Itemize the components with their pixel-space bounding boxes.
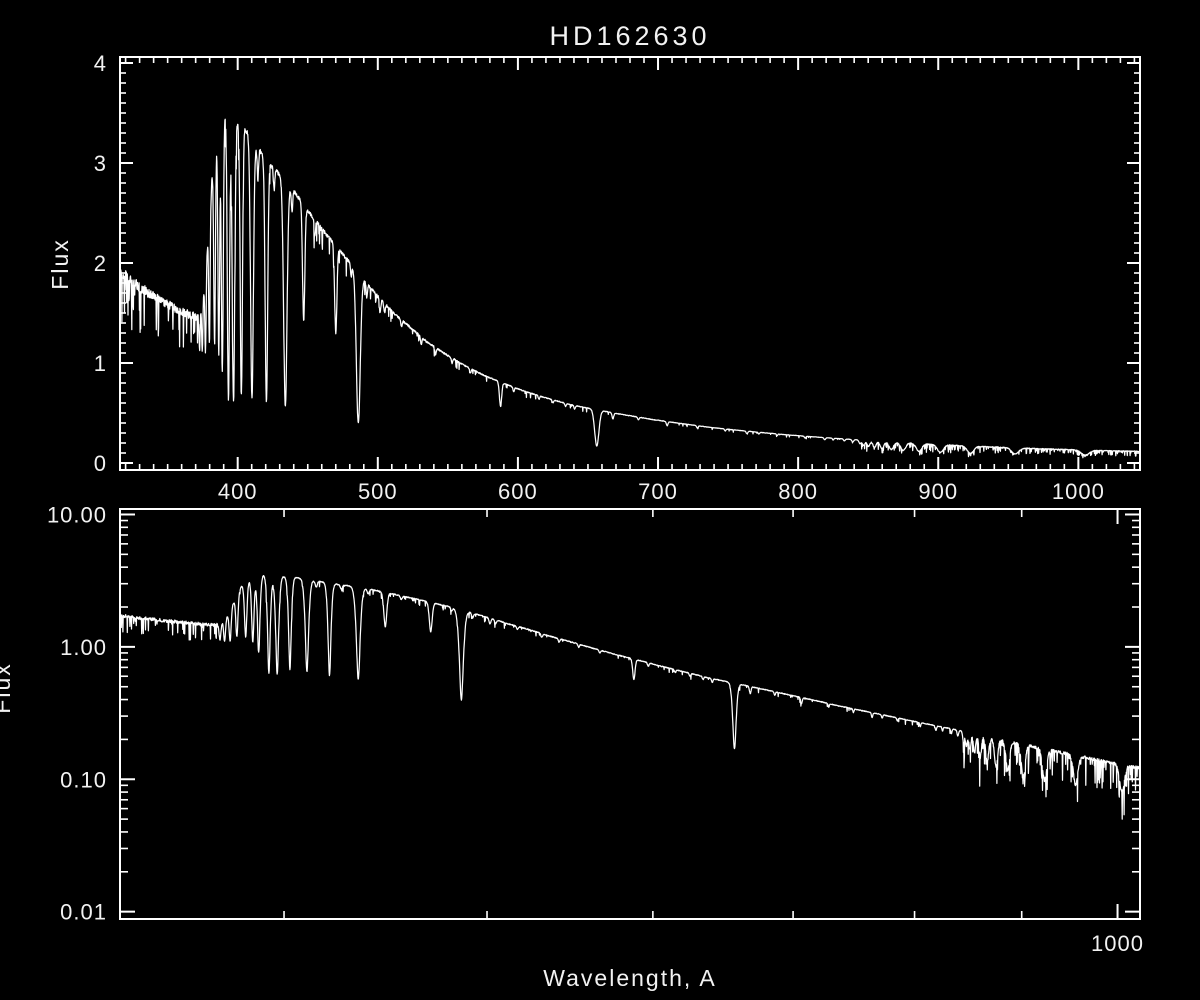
- chart-title: HD162630: [549, 21, 710, 51]
- spectrum-trace-top: [120, 118, 1140, 459]
- x-axis-label: Wavelength, A: [543, 965, 716, 991]
- x-tick-label: 400: [218, 479, 258, 504]
- y-tick-label: 1.00: [60, 635, 107, 660]
- x-tick-label: 1000: [1091, 931, 1144, 956]
- y-tick-label: 3: [94, 151, 107, 176]
- axis-box: [119, 508, 1141, 920]
- spectrum-trace-bottom: [120, 574, 1140, 820]
- y-tick-label: 4: [94, 51, 107, 76]
- y-tick-label: 2: [94, 251, 107, 276]
- bottom-panel: 1000 10.00 1.00 0.10 0.01: [47, 502, 1144, 956]
- y-tick-label: 0.01: [60, 900, 107, 925]
- bottom-y-axis-label: Flux: [0, 662, 15, 713]
- x-tick-label: 700: [638, 479, 678, 504]
- top-panel: 400 500 600 700 800 900 1000 0 1 2 3 4: [94, 51, 1141, 504]
- y-tick-label: 0.10: [60, 767, 107, 792]
- top-y-axis-label: Flux: [47, 238, 73, 289]
- x-tick-label: 600: [498, 479, 538, 504]
- y-tick-label: 10.00: [47, 502, 107, 527]
- y-tick-label: 1: [94, 351, 107, 376]
- x-tick-label: 1000: [1052, 479, 1105, 504]
- x-tick-label: 500: [358, 479, 398, 504]
- x-tick-label: 900: [918, 479, 958, 504]
- y-tick-label: 0: [94, 451, 107, 476]
- x-tick-label: 800: [778, 479, 818, 504]
